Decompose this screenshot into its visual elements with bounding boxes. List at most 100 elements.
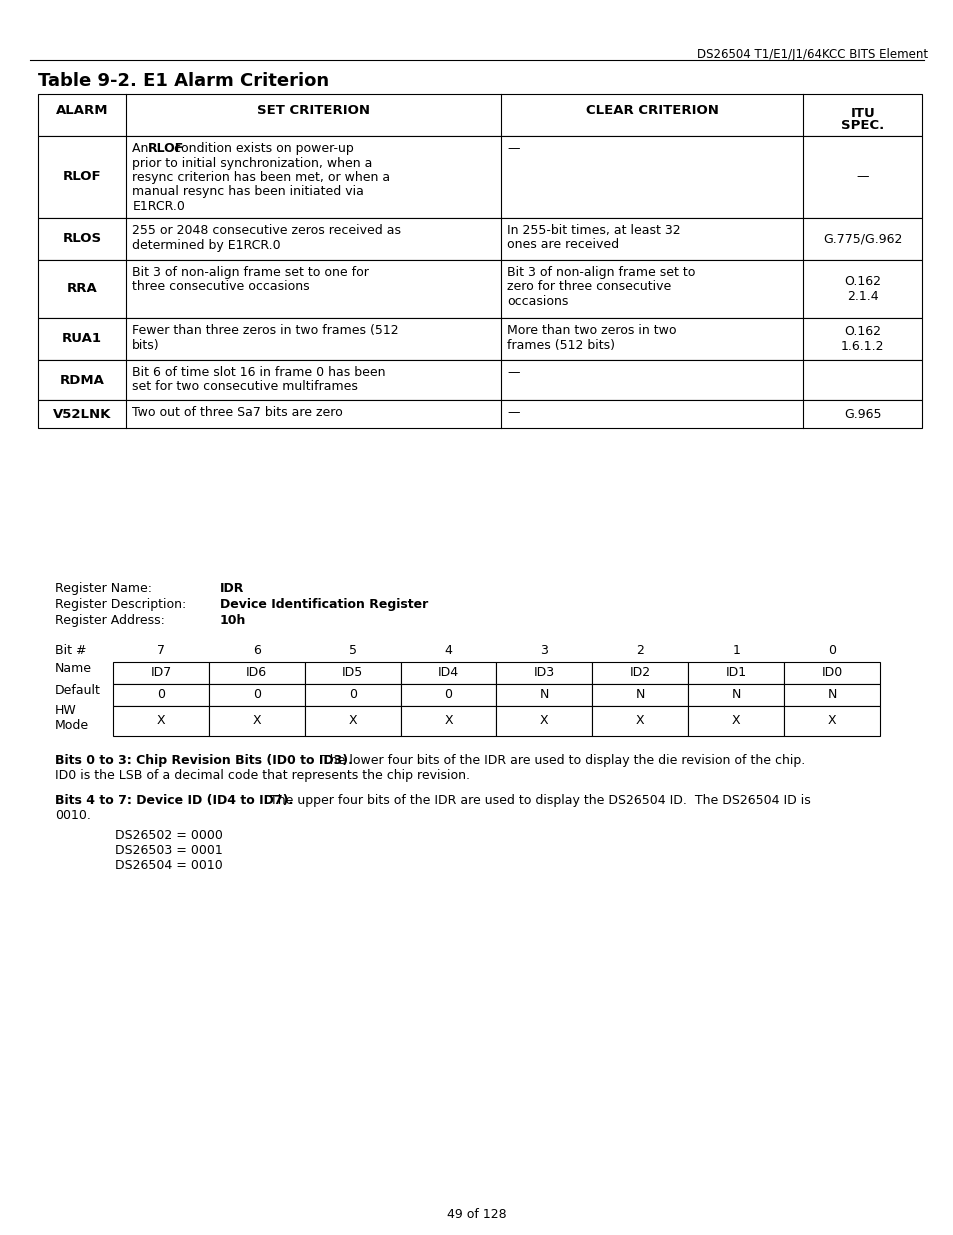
Text: 1.6.1.2: 1.6.1.2: [840, 340, 883, 353]
Text: 0: 0: [827, 643, 835, 657]
Text: ITU: ITU: [849, 107, 874, 120]
Bar: [687, 684, 783, 706]
Text: 2: 2: [636, 643, 643, 657]
Text: Bits 4 to 7: Device ID (ID4 to ID7).: Bits 4 to 7: Device ID (ID4 to ID7).: [55, 794, 293, 806]
Bar: [783, 684, 879, 706]
Bar: [592, 684, 687, 706]
Text: G.965: G.965: [843, 408, 881, 420]
Text: —: —: [856, 170, 868, 184]
Text: An: An: [132, 142, 152, 156]
Bar: [38, 136, 921, 219]
Text: Name: Name: [55, 662, 91, 676]
Text: HW
Mode: HW Mode: [55, 704, 89, 732]
Text: SPEC.: SPEC.: [841, 119, 883, 132]
Text: ID1: ID1: [725, 667, 746, 679]
Bar: [304, 684, 400, 706]
Text: determined by E1RCR.0: determined by E1RCR.0: [132, 238, 280, 252]
Text: 0: 0: [349, 688, 356, 701]
Text: ID5: ID5: [342, 667, 363, 679]
Text: The upper four bits of the IDR are used to display the DS26504 ID.  The DS26504 : The upper four bits of the IDR are used …: [265, 794, 809, 806]
Text: X: X: [156, 715, 165, 727]
Text: SET CRITERION: SET CRITERION: [257, 104, 370, 116]
Text: Register Description:: Register Description:: [55, 598, 186, 611]
Text: DS26504 = 0010: DS26504 = 0010: [115, 860, 222, 872]
Text: DS26503 = 0001: DS26503 = 0001: [115, 844, 222, 857]
Text: 6: 6: [253, 643, 260, 657]
Text: 1: 1: [732, 643, 740, 657]
Text: DS26502 = 0000: DS26502 = 0000: [115, 829, 223, 842]
Bar: [687, 706, 783, 736]
Text: N: N: [826, 688, 836, 701]
Text: The lower four bits of the IDR are used to display the die revision of the chip.: The lower four bits of the IDR are used …: [318, 755, 804, 767]
Bar: [783, 662, 879, 684]
Text: Table 9-2. E1 Alarm Criterion: Table 9-2. E1 Alarm Criterion: [38, 72, 329, 90]
Bar: [400, 706, 496, 736]
Text: 0: 0: [444, 688, 452, 701]
Text: resync criterion has been met, or when a: resync criterion has been met, or when a: [132, 170, 390, 184]
Text: O.162: O.162: [843, 325, 881, 338]
Text: N: N: [635, 688, 644, 701]
Text: zero for three consecutive: zero for three consecutive: [507, 280, 671, 294]
Text: 49 of 128: 49 of 128: [447, 1208, 506, 1221]
Bar: [112, 684, 209, 706]
Text: Bit 3 of non-align frame set to one for: Bit 3 of non-align frame set to one for: [132, 266, 369, 279]
Text: ID4: ID4: [437, 667, 458, 679]
Text: 4: 4: [444, 643, 452, 657]
Text: —: —: [507, 406, 519, 419]
Text: IDR: IDR: [220, 582, 244, 595]
Text: Bit #: Bit #: [55, 643, 87, 657]
Bar: [38, 400, 921, 429]
Text: N: N: [731, 688, 740, 701]
Text: CLEAR CRITERION: CLEAR CRITERION: [585, 104, 718, 116]
Text: —: —: [507, 366, 519, 379]
Bar: [400, 662, 496, 684]
Text: Default: Default: [55, 684, 101, 698]
Text: 0: 0: [157, 688, 165, 701]
Text: In 255-bit times, at least 32: In 255-bit times, at least 32: [507, 224, 680, 237]
Text: —: —: [507, 142, 519, 156]
Text: X: X: [539, 715, 548, 727]
Text: set for two consecutive multiframes: set for two consecutive multiframes: [132, 380, 357, 394]
Text: occasions: occasions: [507, 295, 568, 308]
Text: prior to initial synchronization, when a: prior to initial synchronization, when a: [132, 157, 373, 169]
Text: three consecutive occasions: three consecutive occasions: [132, 280, 310, 294]
Text: Register Name:: Register Name:: [55, 582, 152, 595]
Text: ID0: ID0: [821, 667, 841, 679]
Text: RDMA: RDMA: [60, 373, 105, 387]
Text: G.775/G.962: G.775/G.962: [822, 232, 902, 246]
Text: Bit 3 of non-align frame set to: Bit 3 of non-align frame set to: [507, 266, 695, 279]
Text: 7: 7: [157, 643, 165, 657]
Text: DS26504 T1/E1/J1/64KCC BITS Element: DS26504 T1/E1/J1/64KCC BITS Element: [696, 48, 927, 61]
Bar: [209, 662, 304, 684]
Bar: [112, 662, 209, 684]
Text: N: N: [539, 688, 549, 701]
Text: 255 or 2048 consecutive zeros received as: 255 or 2048 consecutive zeros received a…: [132, 224, 401, 237]
Text: manual resync has been initiated via: manual resync has been initiated via: [132, 185, 364, 199]
Bar: [112, 706, 209, 736]
Text: Register Address:: Register Address:: [55, 614, 165, 627]
Bar: [496, 662, 592, 684]
Text: X: X: [636, 715, 644, 727]
Text: Two out of three Sa7 bits are zero: Two out of three Sa7 bits are zero: [132, 406, 343, 419]
Text: RLOF: RLOF: [63, 170, 101, 184]
Text: ones are received: ones are received: [507, 238, 618, 252]
Text: 10h: 10h: [220, 614, 246, 627]
Text: RUA1: RUA1: [62, 332, 102, 346]
Text: ID2: ID2: [629, 667, 650, 679]
Bar: [38, 219, 921, 261]
Bar: [783, 706, 879, 736]
Bar: [304, 662, 400, 684]
Text: X: X: [348, 715, 356, 727]
Text: Bit 6 of time slot 16 in frame 0 has been: Bit 6 of time slot 16 in frame 0 has bee…: [132, 366, 385, 379]
Text: ALARM: ALARM: [56, 104, 109, 116]
Text: RRA: RRA: [67, 283, 97, 295]
Text: RLOS: RLOS: [63, 232, 102, 246]
Bar: [38, 359, 921, 400]
Text: frames (512 bits): frames (512 bits): [507, 338, 615, 352]
Text: Bits 0 to 3: Chip Revision Bits (ID0 to ID3).: Bits 0 to 3: Chip Revision Bits (ID0 to …: [55, 755, 353, 767]
Text: X: X: [253, 715, 261, 727]
Text: ID7: ID7: [151, 667, 172, 679]
Bar: [38, 261, 921, 317]
Bar: [687, 662, 783, 684]
Text: 5: 5: [349, 643, 356, 657]
